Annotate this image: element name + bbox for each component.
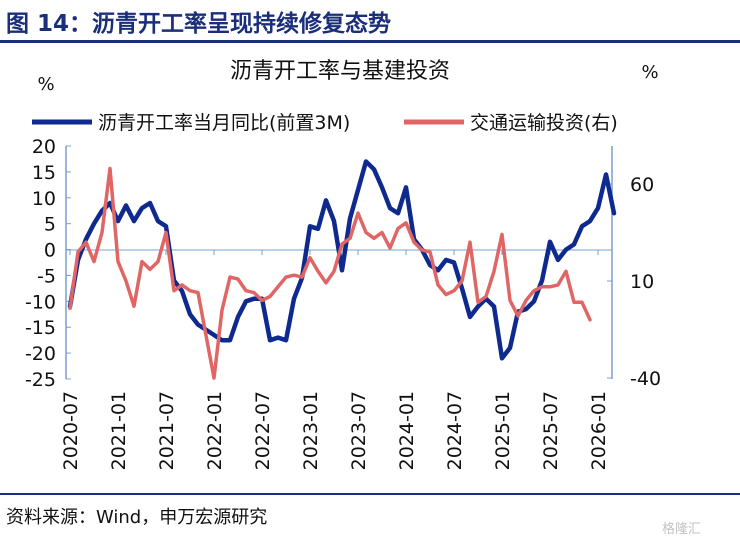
legend-label-right: 交通运输投资(右) xyxy=(470,112,618,134)
watermark: 格隆汇 xyxy=(662,522,702,537)
right-tick-label: 10 xyxy=(630,271,654,293)
x-tick-label: 2023-07 xyxy=(348,391,370,470)
x-tick-label: 2025-07 xyxy=(540,391,562,470)
title-rule xyxy=(0,40,740,43)
left-tick-label: 10 xyxy=(32,188,56,210)
series-layer xyxy=(67,159,617,380)
source-note: 资料来源：Wind，申万宏源研究 xyxy=(6,507,268,528)
x-tick-label: 2022-07 xyxy=(252,391,274,470)
left-tick-label: -5 xyxy=(37,265,56,287)
x-tick-label: 2021-07 xyxy=(156,391,178,470)
right-axis-unit: % xyxy=(641,62,658,83)
left-tick-label: 5 xyxy=(44,214,56,236)
left-tick-label: 0 xyxy=(44,240,56,262)
x-tick-label: 2020-07 xyxy=(60,391,82,470)
x-tick-label: 2022-01 xyxy=(204,391,226,470)
left-tick-label: -10 xyxy=(25,291,56,313)
chart-title: 沥青开工率与基建投资 xyxy=(230,59,450,84)
left-tick-label: -25 xyxy=(25,369,56,391)
legend-label-left: 沥青开工率当月同比(前置3M) xyxy=(98,112,350,134)
chart: 沥青开工率与基建投资 % % 沥青开工率当月同比(前置3M) 交通运输投资(右)… xyxy=(25,59,661,470)
figure-title: 图 14：沥青开工率呈现持续修复态势 xyxy=(6,11,392,37)
left-axis-unit: % xyxy=(37,74,54,95)
x-tick-label: 2025-01 xyxy=(492,391,514,470)
right-tick-label: 60 xyxy=(630,174,654,196)
left-tick-label: 15 xyxy=(32,162,56,184)
left-tick-label: -15 xyxy=(25,317,56,339)
series-line-asphalt-operating-rate xyxy=(67,159,617,361)
x-tick-label: 2024-07 xyxy=(444,391,466,470)
x-tick-label: 2024-01 xyxy=(396,391,418,470)
left-tick-label: -20 xyxy=(25,343,56,365)
x-tick-label: 2026-01 xyxy=(588,391,610,470)
left-tick-label: 20 xyxy=(32,136,56,158)
legend: 沥青开工率当月同比(前置3M) 交通运输投资(右) xyxy=(32,112,618,134)
x-tick-label: 2023-01 xyxy=(300,391,322,470)
series-line-transport-investment xyxy=(68,166,592,380)
bottom-rule xyxy=(0,493,740,495)
x-tick-label: 2021-01 xyxy=(108,391,130,470)
axes: 20 15 10 5 0 -5 -10 -15 -20 -25 60 10 -40 2020-07 2021… xyxy=(25,136,661,470)
right-tick-label: -40 xyxy=(630,368,661,390)
